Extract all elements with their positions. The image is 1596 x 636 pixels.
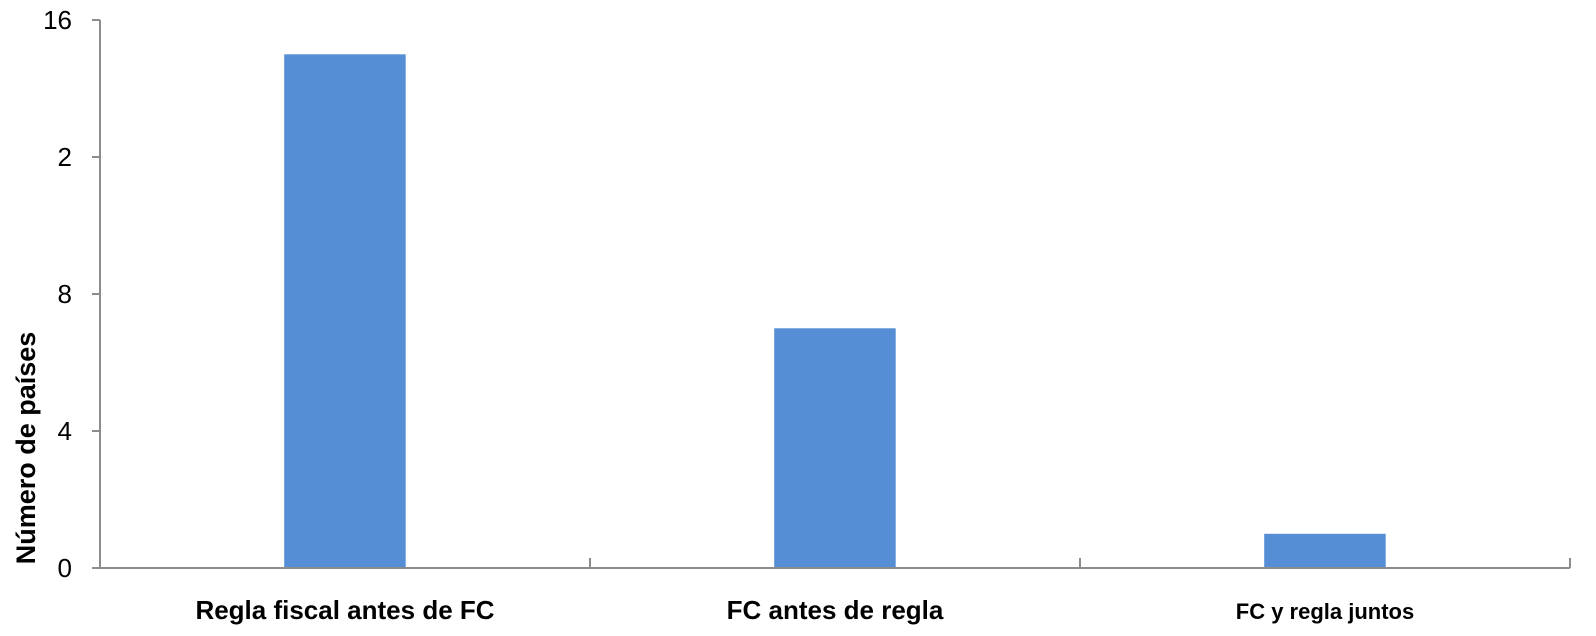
y-tick-label: 0 (58, 553, 72, 583)
bar-1 (284, 54, 406, 569)
y-tick-label: 4 (58, 416, 72, 446)
y-tick-label: 8 (58, 279, 72, 309)
x-labels-group: Regla fiscal antes de FC FC antes de regl… (195, 595, 1414, 625)
bar-3 (1264, 533, 1386, 569)
y-tick-label: 2 (58, 142, 72, 172)
y-axis-title: Número de países (11, 332, 41, 565)
x-category-label: FC antes de regla (727, 595, 944, 625)
bars-group (284, 54, 1386, 569)
bar-2 (774, 328, 896, 569)
y-ticks-group: 0 4 8 2 16 (43, 5, 100, 583)
y-tick-label: 16 (43, 5, 72, 35)
x-category-label: FC y regla juntos (1236, 599, 1414, 624)
x-category-label: Regla fiscal antes de FC (195, 595, 494, 625)
